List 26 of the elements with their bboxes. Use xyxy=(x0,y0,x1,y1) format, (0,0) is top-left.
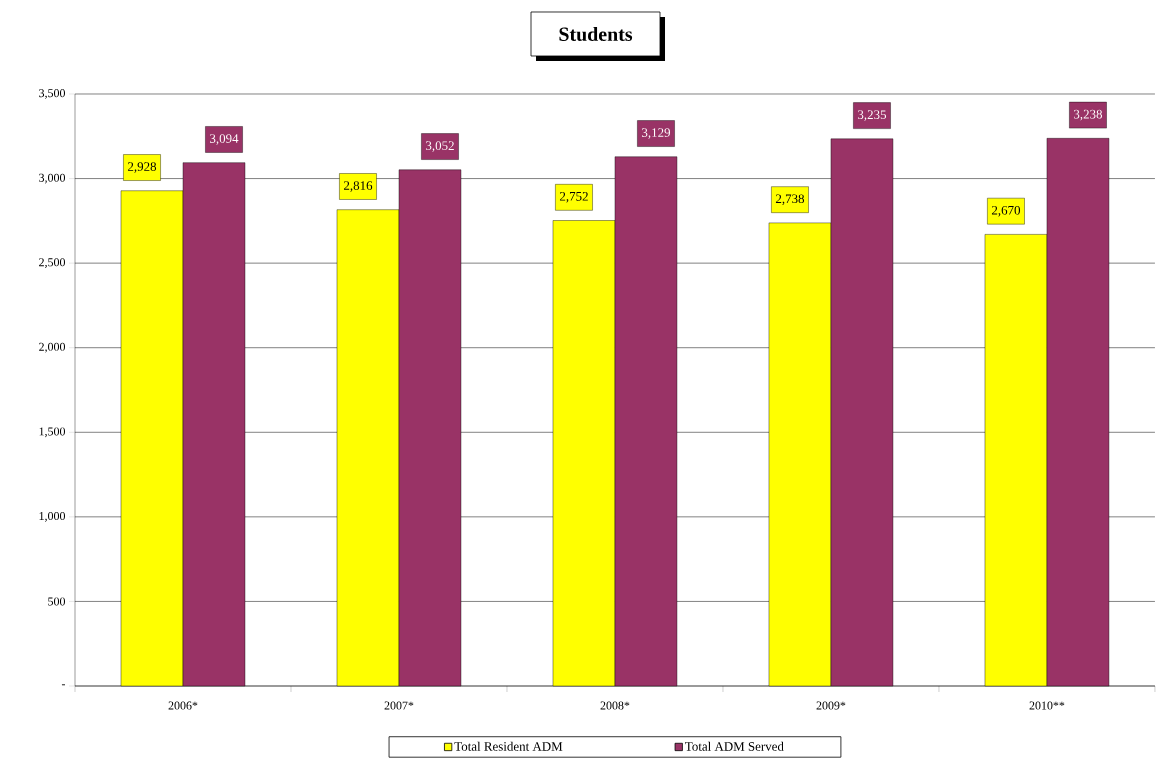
data-label: 2,670 xyxy=(991,205,1021,217)
y-tick-label: 1,500 xyxy=(39,427,66,438)
y-tick-label: 3,000 xyxy=(39,173,66,184)
data-label: 2,816 xyxy=(343,181,373,192)
data-label: 2,928 xyxy=(127,162,157,173)
x-tick-label: 2008* xyxy=(600,701,630,710)
data-label: 2,738 xyxy=(775,194,805,205)
x-tick-label: 2006* xyxy=(168,701,198,710)
y-tick-label: 500 xyxy=(48,597,66,606)
chart-title: Students xyxy=(559,26,633,42)
data-label: 3,129 xyxy=(642,128,671,139)
y-tick-label: 2,500 xyxy=(39,258,66,269)
data-label: 3,235 xyxy=(858,110,887,121)
x-tick-label: 2009* xyxy=(816,701,846,710)
data-label: 3,238 xyxy=(1074,109,1103,121)
data-label: 3,094 xyxy=(210,134,239,145)
y-tick-label: 1,000 xyxy=(39,511,66,522)
y-tick-label: 3,500 xyxy=(39,89,66,99)
y-tick-label: - xyxy=(61,684,66,686)
x-tick-label: 2010** xyxy=(1029,701,1065,710)
x-tick-label: 2007* xyxy=(384,701,414,710)
y-tick-label: 2,000 xyxy=(39,342,66,353)
data-label: 2,752 xyxy=(559,192,588,203)
legend-label: Total ADM Served xyxy=(685,741,784,751)
legend-label: Total Resident ADM xyxy=(454,741,563,751)
data-label: 3,052 xyxy=(426,141,454,152)
